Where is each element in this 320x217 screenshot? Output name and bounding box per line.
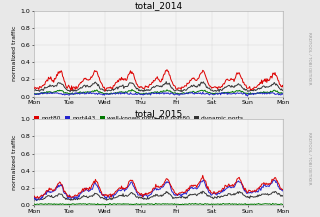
Legend: port80, port443, well-known ports but port80, dynamic ports: port80, port443, well-known ports but po… (34, 116, 243, 121)
Y-axis label: normalized traffic: normalized traffic (12, 26, 18, 81)
Title: total_2015: total_2015 (134, 110, 182, 118)
Y-axis label: normalized traffic: normalized traffic (12, 135, 18, 190)
Text: RRDTOOL / TOBI OETIKER: RRDTOOL / TOBI OETIKER (307, 32, 311, 85)
Text: RRDTOOL / TOBI OETIKER: RRDTOOL / TOBI OETIKER (307, 132, 311, 185)
Title: total_2014: total_2014 (134, 1, 182, 10)
